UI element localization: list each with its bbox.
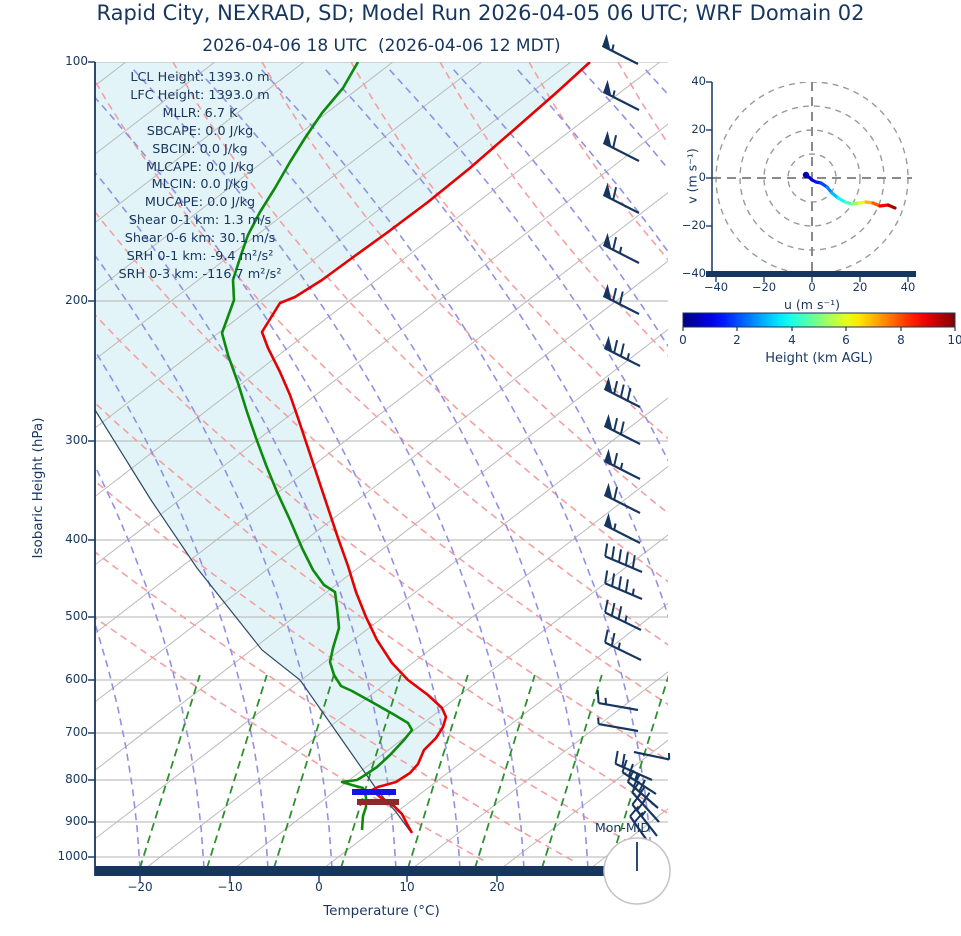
hodograph-v-tick-label: −20 xyxy=(681,218,706,232)
stat-srh-0-3km: SRH 0-3 km: -116.7 m²/s² xyxy=(118,266,282,282)
colorbar-tick-label: 0 xyxy=(679,333,687,347)
colorbar-tick-label: 6 xyxy=(842,333,850,347)
temperature-tick-label: −10 xyxy=(217,880,243,894)
stat-shear-0-6km: Shear 0-6 km: 30.1 m/s xyxy=(124,231,276,247)
wind-barb xyxy=(602,232,640,264)
day-time-watermark: Mon-MID xyxy=(595,820,650,835)
temperature-tick-label: −20 xyxy=(127,880,153,894)
stat-srh-0-1km: SRH 0-1 km: -9.4 m²/s² xyxy=(126,249,274,265)
hodograph-u-tick-label: −40 xyxy=(703,280,729,294)
stat-sbcin: SBCIN: 0.0 J/kg xyxy=(152,141,248,157)
wind-barb xyxy=(633,750,671,761)
wind-barb xyxy=(604,570,643,601)
height-colorbar xyxy=(682,312,956,328)
hodograph xyxy=(712,82,912,274)
surface-bar xyxy=(95,866,668,876)
hodograph-v-tick-label: 20 xyxy=(691,122,706,136)
sounding-indices-block: LCL Height: 1393.0 m LFC Height: 1393.0 … xyxy=(40,69,360,284)
pressure-tick-label: 1000 xyxy=(57,849,88,863)
wind-barb xyxy=(604,543,643,574)
lfc-marker-bar xyxy=(357,799,399,805)
hodograph-u-axis-label: u (m s⁻¹) xyxy=(784,297,840,312)
wind-barb xyxy=(603,482,641,514)
temperature-tick-label: 10 xyxy=(399,880,415,894)
hodograph-u-tick-label: −20 xyxy=(751,280,777,294)
hodograph-u-tick-label: 20 xyxy=(852,280,868,294)
hodograph-u-tick-label: 40 xyxy=(900,280,916,294)
lcl-marker-bar xyxy=(352,789,396,795)
colorbar-tick-label: 2 xyxy=(733,333,741,347)
pressure-tick-label: 300 xyxy=(65,433,88,447)
stat-sbcape: SBCAPE: 0.0 J/kg xyxy=(146,123,254,139)
wind-barb xyxy=(626,769,659,809)
wind-barb xyxy=(601,33,639,65)
local-time-clock-icon xyxy=(603,837,671,905)
hodograph-v-tick-label: 40 xyxy=(691,74,706,88)
pressure-tick-label: 500 xyxy=(65,609,88,623)
hodograph-ground-bar xyxy=(706,271,916,277)
wind-barb xyxy=(596,690,639,712)
colorbar-tick-label: 8 xyxy=(897,333,905,347)
stat-mlcin: MLCIN: 0.0 J/kg xyxy=(151,177,249,193)
wind-barb xyxy=(603,376,641,408)
pressure-tick-label: 400 xyxy=(65,532,88,546)
wind-barb xyxy=(603,335,641,367)
temperature-tick-label: 20 xyxy=(489,880,505,894)
pressure-tick-label: 600 xyxy=(65,672,88,686)
wind-barb xyxy=(604,599,642,631)
wind-barb-column xyxy=(596,33,671,850)
pressure-tick-label: 800 xyxy=(65,772,88,786)
pressure-tick-label: 700 xyxy=(65,725,88,739)
colorbar-tick-label: 10 xyxy=(947,333,961,347)
wind-barb xyxy=(602,283,640,315)
hodograph-v-tick-label: 0 xyxy=(698,170,706,184)
wind-barb xyxy=(597,717,639,733)
wind-barb xyxy=(602,130,640,162)
wind-barb xyxy=(604,629,642,661)
stat-shear-0-1km: Shear 0-1 km: 1.3 m/s xyxy=(128,213,272,229)
temperature-axis-label: Temperature (°C) xyxy=(323,903,440,919)
stat-lcl-height: LCL Height: 1393.0 m xyxy=(130,70,270,85)
wind-barb xyxy=(602,79,640,111)
wind-barb xyxy=(602,182,640,214)
pressure-tick-label: 100 xyxy=(65,54,88,68)
colorbar-label: Height (km AGL) xyxy=(765,351,873,366)
wind-barb xyxy=(603,448,641,480)
wind-barb xyxy=(603,512,641,544)
stat-mlcape: MLCAPE: 0.0 J/kg xyxy=(145,159,255,175)
hodograph-u-tick-label: 0 xyxy=(808,280,816,294)
page-title: Rapid City, NEXRAD, SD; Model Run 2026-0… xyxy=(96,1,865,25)
stat-mucape: MUCAPE: 0.0 J/kg xyxy=(144,195,256,211)
wind-barb xyxy=(603,413,641,445)
temperature-tick-label: 0 xyxy=(315,880,323,894)
stat-lfc-height: LFC Height: 1393.0 m xyxy=(130,87,270,103)
colorbar-tick-label: 4 xyxy=(788,333,796,347)
pressure-tick-label: 900 xyxy=(65,814,88,828)
hodograph-v-tick-label: −40 xyxy=(681,266,706,280)
pressure-tick-label: 200 xyxy=(65,293,88,307)
valid-time-subtitle: 2026-04-06 18 UTC (2026-04-06 12 MDT) xyxy=(202,36,561,56)
stat-mllr: MLLR: 6.7 K xyxy=(162,105,238,121)
